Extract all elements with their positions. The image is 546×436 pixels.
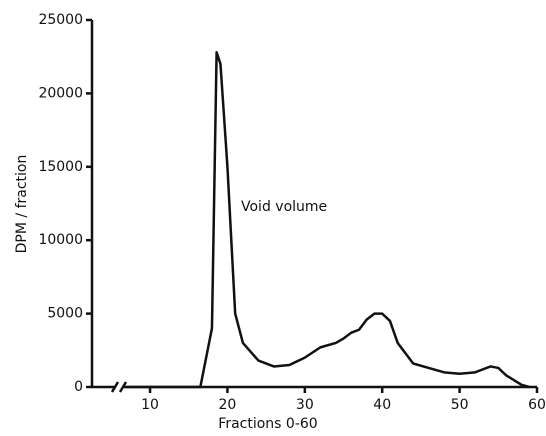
y-tick-label: 10000 xyxy=(38,232,83,248)
axis-break xyxy=(110,381,120,393)
x-axis-label: Fractions 0-60 xyxy=(218,416,317,432)
y-tick-label: 0 xyxy=(74,379,83,395)
y-axis-label: DPM / fraction xyxy=(14,155,30,254)
y-tick-label: 15000 xyxy=(38,159,83,175)
x-tick-label: 60 xyxy=(528,397,546,413)
y-tick-label: 5000 xyxy=(47,306,83,322)
x-tick-label: 50 xyxy=(451,397,469,413)
axis-break xyxy=(118,381,128,393)
y-tick-label: 20000 xyxy=(38,85,83,101)
data-line xyxy=(126,51,530,389)
annotation: Void volume xyxy=(241,199,327,215)
x-tick-label: 40 xyxy=(373,397,391,413)
y-tick-label: 25000 xyxy=(38,12,83,28)
x-tick-label: 20 xyxy=(219,397,237,413)
x-tick-label: 10 xyxy=(141,397,159,413)
x-tick-label: 30 xyxy=(296,397,314,413)
